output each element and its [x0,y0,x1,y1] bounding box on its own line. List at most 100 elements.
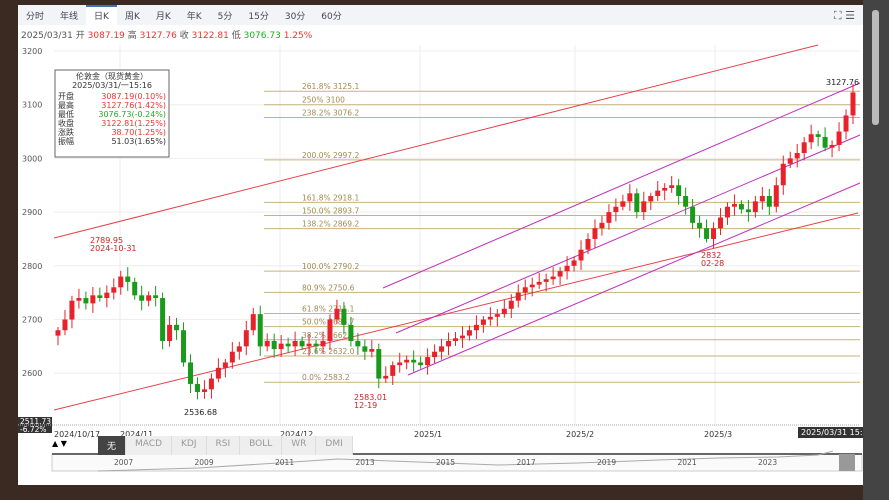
tooltip-label: 最低 [58,109,74,119]
candle [69,300,75,320]
candle [111,287,117,293]
y-tick: 3100 [22,101,42,110]
tab-7[interactable]: 15分 [248,12,269,22]
indicator-无[interactable]: 无 [98,436,127,455]
candle [773,185,779,207]
tooltip-value: 38.70(1.25%) [111,128,166,137]
overview-year: 2011 [275,458,294,467]
tab-4[interactable]: 月K [155,12,171,22]
candle [278,343,284,350]
candle [160,298,166,341]
candle [222,362,228,368]
candle [188,362,193,384]
scrollbar[interactable] [863,0,889,500]
candle [201,389,207,392]
candle [320,340,326,347]
candle [843,115,849,132]
candle [738,204,744,210]
annotation: 12-19 [354,401,377,410]
fib-label: 261.8% 3125.1 [302,82,359,91]
overview-year: 2007 [114,458,133,467]
candle [348,324,354,341]
tab-1[interactable]: 年线 [60,12,79,22]
quote-date: 2025/03/31 [21,31,73,41]
y-tick: 2700 [22,316,42,325]
candle [641,201,647,213]
fib-label: 150.0% 2893.7 [302,206,359,215]
y-tick: 3200 [22,47,42,56]
annotation: 2832 [701,251,721,260]
y-tick: 3000 [22,154,42,163]
tab-0[interactable]: 分时 [26,12,45,22]
candle [745,209,751,213]
overview-handle[interactable] [839,454,855,471]
candle [369,349,375,352]
candle [229,351,235,363]
tooltip-label: 最高 [58,100,74,110]
candle [257,314,263,347]
candle [550,276,556,280]
tooltip-label: 涨跌 [58,127,74,137]
candle [264,340,270,347]
candle [181,330,187,363]
overview-year: 2015 [436,458,455,467]
candle [418,362,424,366]
candle [787,158,793,164]
menu-icon[interactable]: ☰ [845,9,855,22]
change-value: 1.25% [283,31,313,41]
tab-5[interactable]: 年K [186,12,202,22]
tab-3[interactable]: 周K [124,12,140,22]
candle [362,346,368,352]
candle [439,346,445,352]
indicator-RSI[interactable]: RSI [206,436,241,455]
window-controls: ⛶ ☰ [834,9,855,23]
candle [55,330,61,336]
annotation: 2536.68 [184,408,217,417]
candlestick-chart[interactable]: 3200 3100 3000 2900 2800 2700 2600 261.8% 3125.… [18,5,863,485]
candle [167,324,173,341]
trend-line [53,44,819,239]
fullscreen-icon[interactable]: ⛶ [833,9,842,22]
indicator-KDJ[interactable]: KDJ [172,436,207,455]
candle [662,187,668,191]
candle [690,206,696,223]
candle [139,295,145,301]
period-tabs: 分时 年线 日K 周K 月K 年K 5分 15分 30分 60分 [18,5,863,25]
axis-low-value: 2511.73 [20,417,51,426]
indicator-BOLL[interactable]: BOLL [240,436,283,455]
candle [292,340,298,347]
indicator-DMI[interactable]: DMI [316,436,353,455]
tooltip-value: 3087.19(0.10%) [101,92,166,101]
tab-2[interactable]: 日K [86,5,117,25]
overview-year: 2009 [195,458,214,467]
candle [592,228,598,239]
candle [850,92,856,116]
indicator-arrows[interactable]: ▲ ▼ [52,439,67,448]
indicator-MACD[interactable]: MACD [126,436,172,455]
open-value: 3087.19 [87,31,125,41]
low-label: 低 [231,31,241,41]
indicator-WR[interactable]: WR [282,436,317,455]
tab-9[interactable]: 60分 [321,12,342,22]
fib-label: 0.0% 2583.2 [302,373,350,382]
axis-low-pct: -6.72% [20,425,47,434]
tab-8[interactable]: 30分 [284,12,306,22]
candle [655,190,661,196]
tab-6[interactable]: 5分 [217,12,233,22]
candle [306,343,312,347]
candle [822,136,828,148]
candle [236,346,242,352]
fib-label: 200.0% 2997.2 [302,151,359,160]
close-value: 3122.81 [191,31,229,41]
candle [432,351,438,358]
candle [90,295,96,304]
candle [83,298,89,304]
candle [453,338,458,341]
candle [446,340,452,347]
candle [766,195,772,207]
candle [508,300,514,309]
scrollbar-thumb[interactable] [872,10,879,125]
candle [425,357,431,366]
candle [271,340,277,350]
candle [759,195,765,202]
